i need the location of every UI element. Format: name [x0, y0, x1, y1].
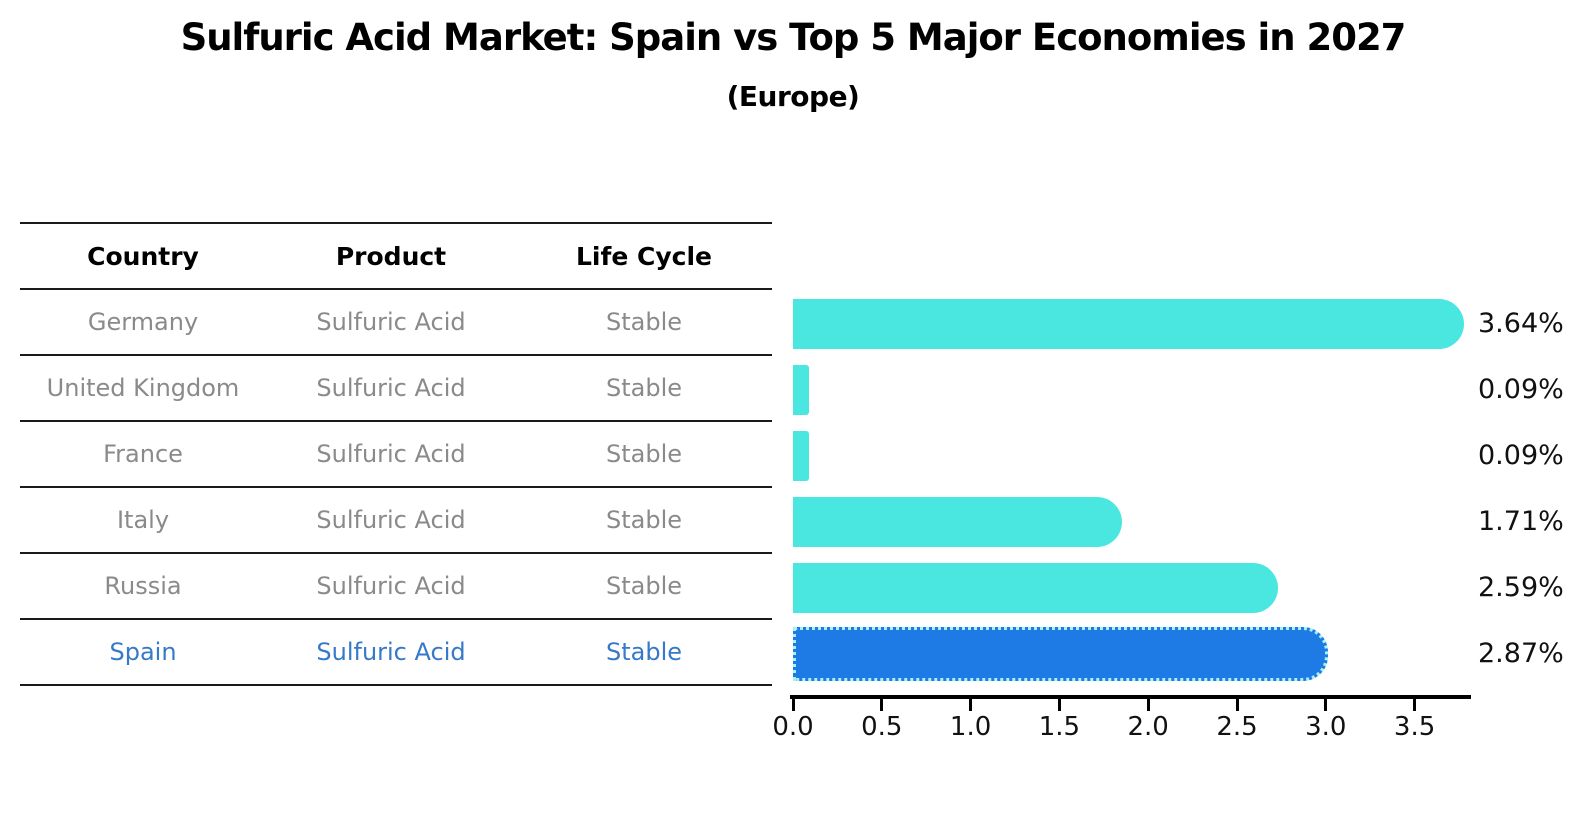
bar-spain [793, 627, 1328, 681]
table-rows: Germany Sulfuric Acid Stable United Kingdom… [20, 290, 772, 686]
table-cell-life-cycle: Stable [605, 308, 683, 336]
x-axis-tick [969, 699, 973, 711]
x-axis-line [790, 695, 1471, 699]
x-axis-tick-label: 0.5 [861, 712, 903, 742]
bar-value-label: 2.59% [1478, 572, 1564, 603]
x-axis-tick [1146, 699, 1150, 711]
table-row: Russia Sulfuric Acid Stable [20, 554, 772, 620]
table-cell-country: Italy [116, 506, 170, 534]
bar-value-label: 0.09% [1478, 374, 1564, 405]
bar-value-label: 0.09% [1478, 440, 1564, 471]
table-cell-life-cycle: Stable [605, 638, 683, 666]
x-axis-tick [1413, 699, 1417, 711]
x-axis-tick [880, 699, 884, 711]
x-axis-tick-label: 3.0 [1305, 712, 1347, 742]
page-title: Sulfuric Acid Market: Spain vs Top 5 Maj… [180, 16, 1407, 59]
table-cell-product: Sulfuric Acid [316, 506, 466, 534]
bar-value-label: 1.71% [1478, 506, 1564, 537]
bar-value-label: 3.64% [1478, 308, 1564, 339]
table-cell-life-cycle: Stable [605, 506, 683, 534]
x-axis-tick [1057, 699, 1061, 711]
bar-russia [793, 563, 1278, 613]
table-cell-product: Sulfuric Acid [316, 440, 466, 468]
bar-value-label: 2.87% [1478, 638, 1564, 669]
table-cell-product: Sulfuric Acid [316, 308, 466, 336]
table-cell-life-cycle: Stable [605, 440, 683, 468]
table-cell-product: Sulfuric Acid [316, 638, 466, 666]
table-row: Germany Sulfuric Acid Stable [20, 290, 772, 356]
table-cell-country: France [103, 440, 183, 468]
column-header-country: Country [87, 241, 199, 271]
table-row: Spain Sulfuric Acid Stable [20, 620, 772, 686]
table-cell-life-cycle: Stable [605, 572, 683, 600]
page-subtitle: (Europe) [726, 80, 860, 113]
table-header-row: Country Product Life Cycle [20, 224, 772, 290]
x-axis-tick-label: 3.5 [1393, 712, 1436, 742]
x-axis-tick-label: 1.0 [949, 712, 992, 742]
bar-italy [793, 497, 1122, 547]
table-row: France Sulfuric Acid Stable [20, 422, 772, 488]
x-axis-tick-label: 2.0 [1127, 712, 1169, 742]
bar-france [793, 431, 809, 481]
table-cell-life-cycle: Stable [605, 374, 683, 402]
x-axis-tick-label: 1.5 [1038, 712, 1081, 742]
table-cell-country: Germany [87, 308, 199, 336]
x-axis-tick [791, 699, 795, 711]
x-axis-tick [1235, 699, 1239, 711]
table-cell-country: Russia [104, 572, 182, 600]
country-table: Country Product Life Cycle Germany Sulfur… [20, 222, 772, 686]
x-axis-tick-label: 0.0 [772, 712, 814, 742]
table-cell-country: Spain [109, 638, 177, 666]
column-header-product: Product [335, 241, 447, 271]
table-cell-product: Sulfuric Acid [316, 572, 466, 600]
table-cell-product: Sulfuric Acid [316, 374, 466, 402]
column-header-life-cycle: Life Cycle [575, 241, 713, 271]
table-row: United Kingdom Sulfuric Acid Stable [20, 356, 772, 422]
bar-germany [793, 299, 1465, 349]
x-axis-tick [1324, 699, 1328, 711]
x-axis-tick-label: 2.5 [1216, 712, 1258, 742]
table-row: Italy Sulfuric Acid Stable [20, 488, 772, 554]
bar-united-kingdom [793, 365, 809, 415]
table-cell-country: United Kingdom [46, 374, 240, 402]
